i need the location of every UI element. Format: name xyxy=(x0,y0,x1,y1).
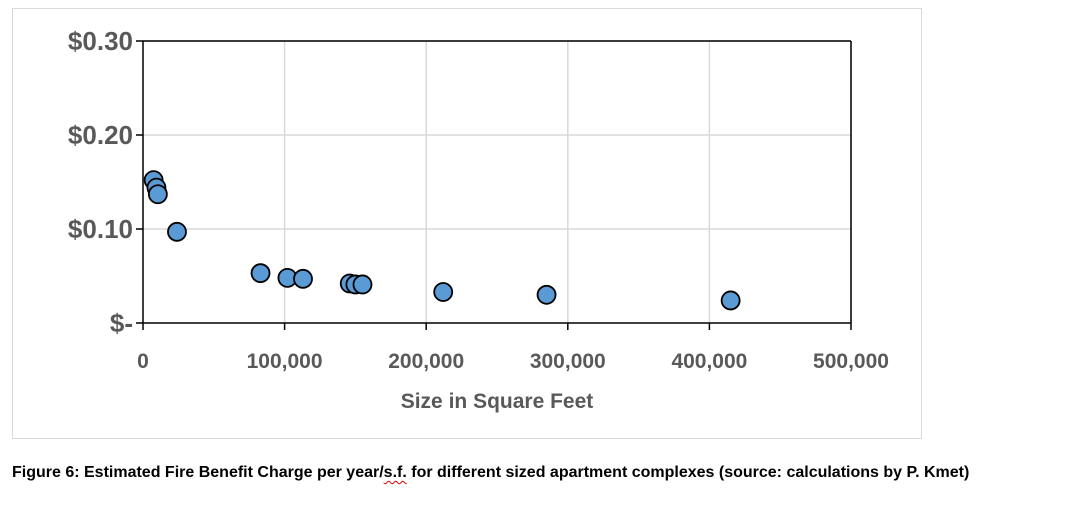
x-tick-labels: 0 100,000 200,000 300,000 400,000 500,000 xyxy=(137,350,889,373)
data-point xyxy=(536,284,557,305)
caption-spellcheck-word: s.f. xyxy=(383,464,407,481)
data-point xyxy=(147,184,168,205)
scatter-chart: $- $0.10 $0.20 $0.30 0 100,000 200,000 300,000… xyxy=(68,26,889,413)
gridlines xyxy=(143,40,852,323)
x-tick-label: 200,000 xyxy=(388,350,464,373)
y-tick-label: $0.30 xyxy=(68,26,133,56)
data-point xyxy=(250,263,271,284)
x-tick-label: 100,000 xyxy=(247,350,323,373)
data-point xyxy=(167,221,187,242)
x-axis-title: Size in Square Feet xyxy=(401,390,594,413)
y-tick-label: $0.10 xyxy=(68,214,133,244)
y-tick-labels: $- $0.10 $0.20 $0.30 xyxy=(68,26,133,338)
axes xyxy=(136,40,852,330)
figure-caption: Figure 6: Estimated Fire Benefit Charge … xyxy=(12,460,1082,486)
x-tick-label: 500,000 xyxy=(813,350,889,373)
data-point xyxy=(352,274,373,295)
data-point xyxy=(433,282,454,302)
data-point xyxy=(293,268,313,289)
x-tick-label: 0 xyxy=(137,350,149,373)
data-point xyxy=(720,290,741,311)
y-tick-label: $0.20 xyxy=(68,120,133,150)
x-tick-label: 400,000 xyxy=(671,350,747,373)
data-points xyxy=(143,170,741,311)
caption-text-end: for different sized apartment complexes … xyxy=(406,464,970,481)
y-tick-label: $- xyxy=(110,308,133,338)
caption-text-start: Figure 6: Estimated Fire Benefit Charge … xyxy=(12,464,384,481)
x-tick-label: 300,000 xyxy=(530,350,606,373)
chart-frame: $- $0.10 $0.20 $0.30 0 100,000 200,000 300,000… xyxy=(12,8,922,439)
